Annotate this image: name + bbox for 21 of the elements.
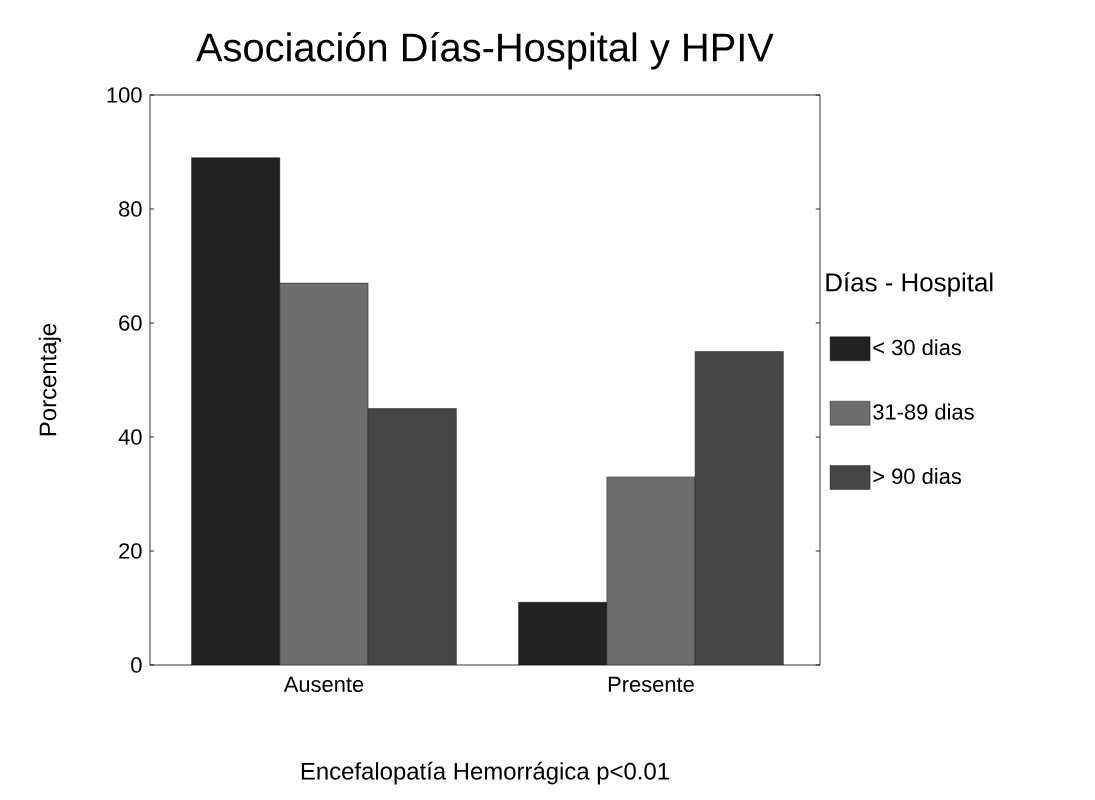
x-axis-title: Encefalopatía Hemorrágica p<0.01 xyxy=(301,761,669,785)
bar xyxy=(518,602,608,665)
legend-label: 31-89 dias xyxy=(873,403,974,420)
bar xyxy=(694,351,784,665)
x-tick-label: Ausente xyxy=(283,676,364,693)
legend-label: < 30 dias xyxy=(873,339,962,356)
legend-label: > 90 dias xyxy=(873,467,962,485)
bar xyxy=(191,157,281,665)
legend-title: Días - Hospital xyxy=(826,272,993,297)
y-tick-label: 100 xyxy=(107,87,142,103)
bar xyxy=(367,408,457,665)
y-tick-label: 20 xyxy=(119,543,142,559)
y-tick-label: 60 xyxy=(119,315,142,331)
x-tick-label: Presente xyxy=(608,676,694,693)
bar xyxy=(606,476,696,665)
y-axis-title: Porcentaje xyxy=(38,323,62,436)
y-tick-label: 80 xyxy=(119,201,142,217)
y-tick-label: 0 xyxy=(131,657,142,673)
y-tick-label: 40 xyxy=(118,429,142,445)
chart-title: Asociación Días-Hospital y HPIV xyxy=(196,31,774,70)
bar xyxy=(279,282,369,665)
